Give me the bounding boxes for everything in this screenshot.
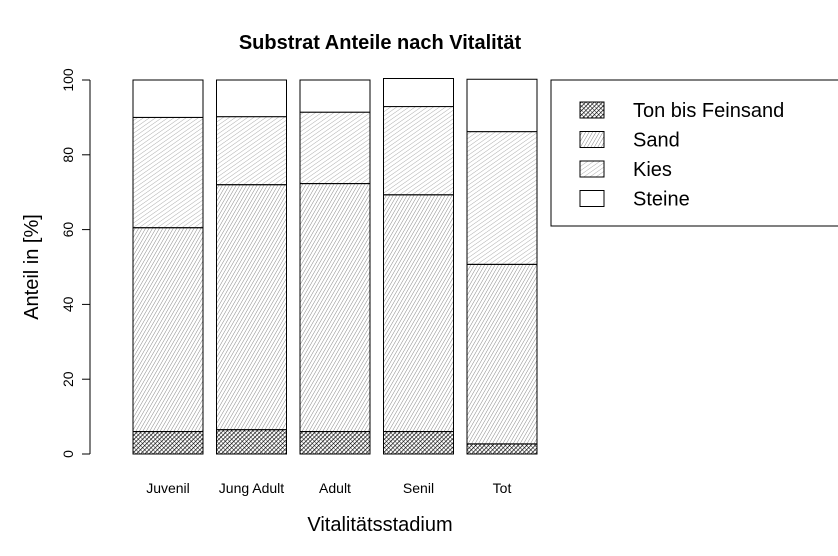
bar-segment-juvenil-sand [132,227,204,433]
legend-item-kies: Kies [579,159,672,181]
legend-swatch [579,190,605,207]
legend-swatch-crosshatch [580,102,604,118]
x-tick-label: Senil [403,480,434,496]
bar-segment-adult-ton-bis-feinsand-crosshatch [300,431,370,454]
bar-adult [299,79,371,455]
bar-segment-juvenil-steine [132,79,204,118]
bar-segment-adult-kies [299,111,371,185]
y-tick-label: 100 [60,68,76,92]
bar-tot [466,78,538,455]
bars [132,78,538,455]
y-tick-label: 80 [60,147,76,163]
x-tick-label: Juvenil [146,480,190,496]
legend-label: Kies [633,159,672,181]
legend-swatch [579,131,605,148]
legend-label: Sand [633,130,680,152]
bar-segment-jung-adult-ton-bis-feinsand-crosshatch [216,429,287,454]
legend-swatch [579,160,605,178]
bar-senil [383,78,454,455]
y-axis: 0 20 40 60 80 100 [60,68,91,458]
bar-segment-senil-steine [383,78,454,108]
x-tick-labels: Juvenil Jung Adult Adult Senil Tot [146,480,511,496]
bar-segment-tot-ton-bis-feinsand-crosshatch [467,443,537,454]
bar-segment-juvenil-kies [132,116,204,229]
y-tick-label: 40 [60,296,76,312]
legend-label: Ton bis Feinsand [633,100,784,122]
bar-segment-tot-kies [466,131,538,265]
legend-label: Steine [633,189,690,211]
chart-title: Substrat Anteile nach Vitalität [239,32,522,54]
bar-jung-adult [216,79,287,455]
legend-item-ton-bis-feinsand: Ton bis Feinsand [579,100,784,122]
x-axis-title: Vitalitätsstadium [307,514,452,536]
x-tick-label: Jung Adult [219,480,284,496]
y-tick-label: 20 [60,371,76,387]
legend: Ton bis Feinsand Sand Kies Steine [550,79,838,227]
x-tick-label: Adult [319,480,351,496]
bar-juvenil [132,79,204,455]
bar-segment-jung-adult-steine [216,79,287,118]
y-axis-title: Anteil in [%] [21,214,43,320]
bar-segment-adult-sand [299,183,371,433]
legend-item-sand: Sand [579,130,680,152]
bar-segment-jung-adult-sand [216,184,287,431]
y-tick-label: 0 [60,450,76,458]
bar-segment-senil-kies [383,106,454,196]
bar-segment-tot-sand [466,263,538,445]
bar-segment-tot-steine [466,78,538,133]
legend-item-steine: Steine [579,189,690,211]
bar-segment-juvenil-ton-bis-feinsand-crosshatch [133,431,203,454]
bar-segment-senil-ton-bis-feinsand-crosshatch [383,431,454,454]
bar-segment-adult-steine [299,79,371,113]
x-tick-label: Tot [493,480,512,496]
y-tick-label: 60 [60,222,76,238]
bar-segment-senil-sand [383,194,454,433]
bar-segment-jung-adult-kies [216,116,287,186]
